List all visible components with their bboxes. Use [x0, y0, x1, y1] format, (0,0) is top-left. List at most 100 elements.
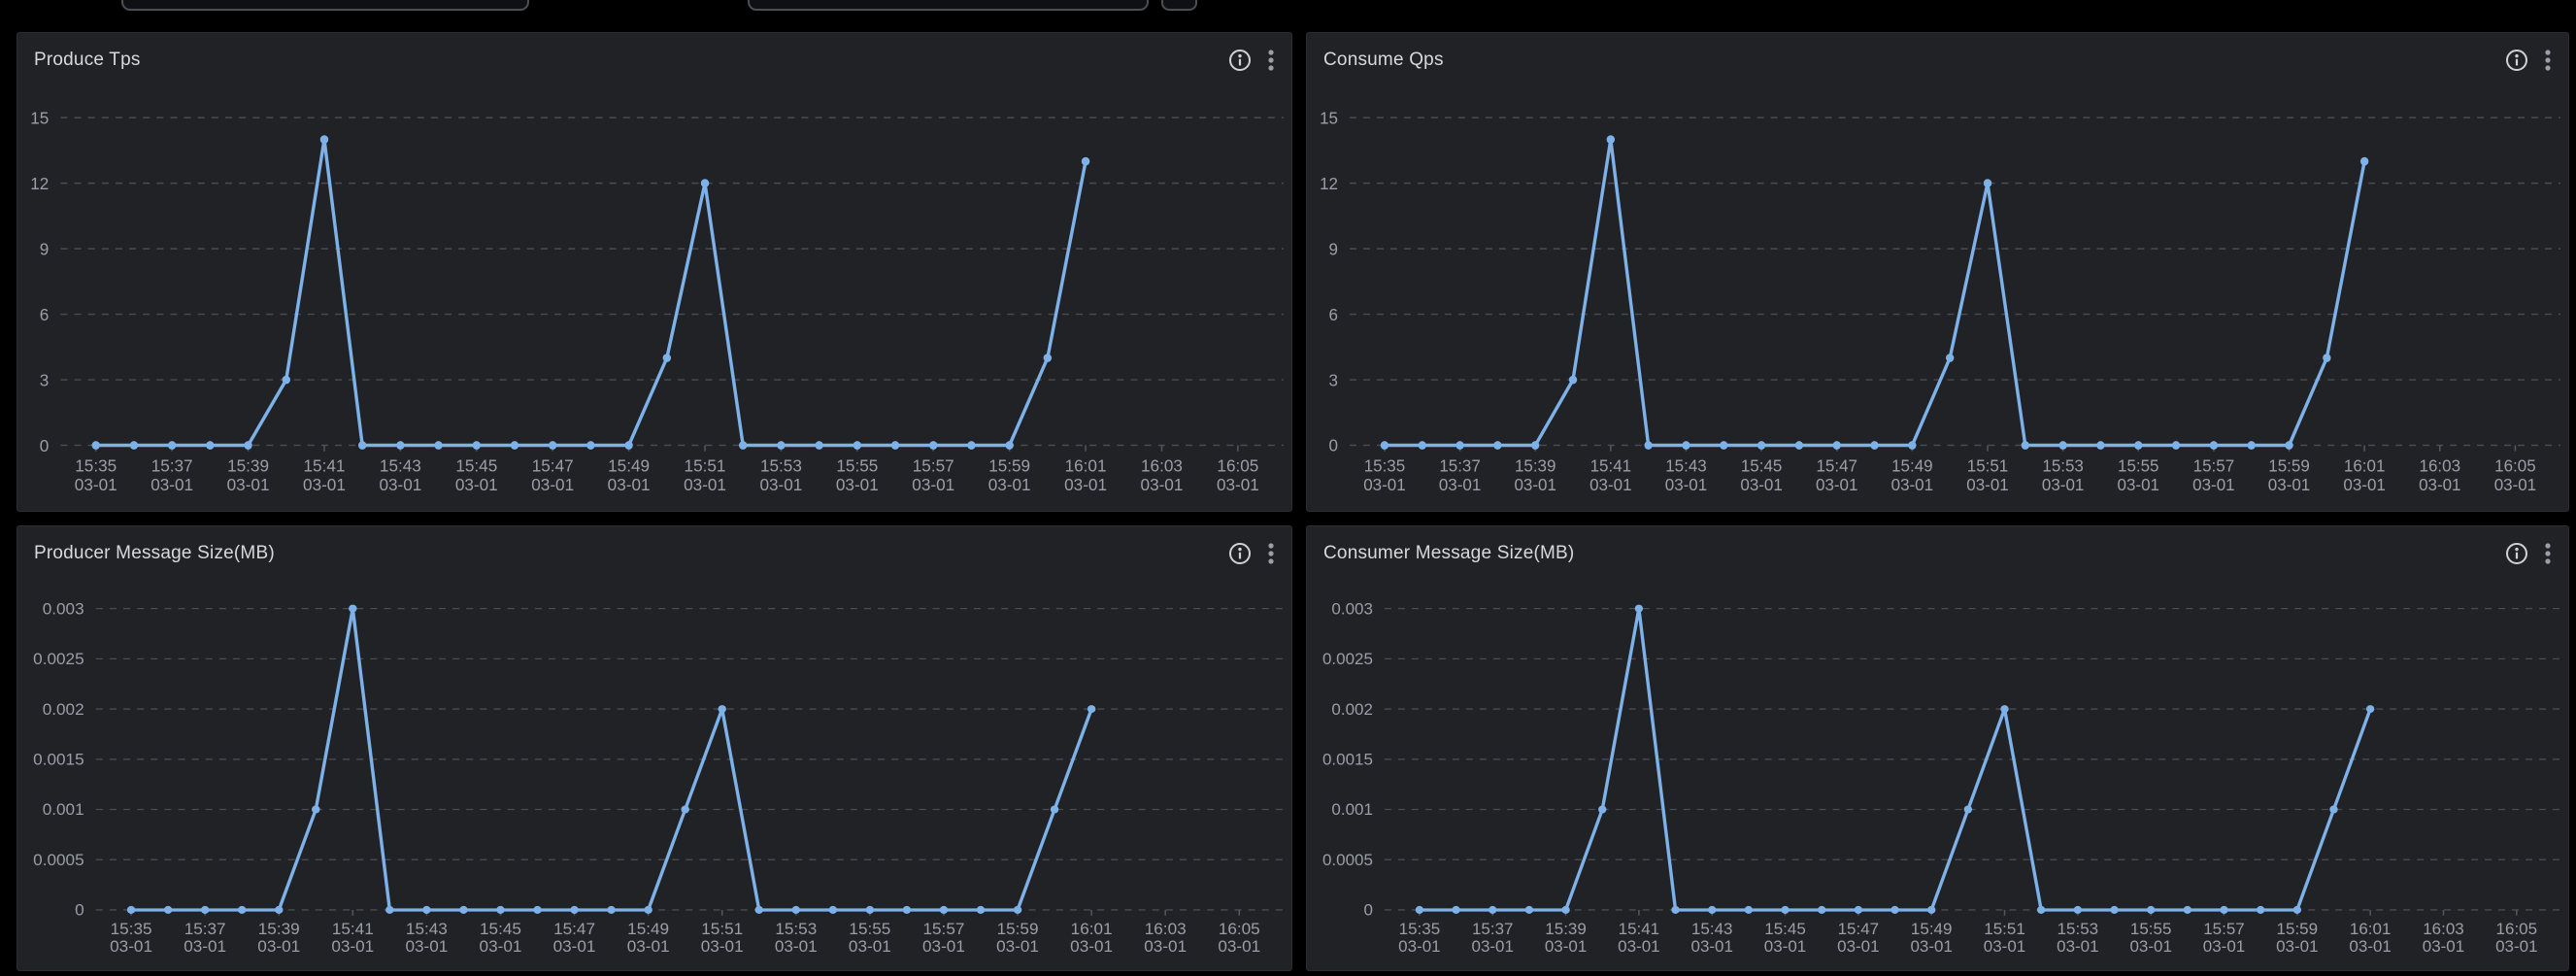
x-axis-date-label: 03-01 — [1690, 937, 1732, 956]
y-axis-label: 9 — [1329, 239, 1338, 258]
data-point — [1493, 441, 1502, 450]
x-axis-date-label: 03-01 — [1472, 937, 1514, 956]
data-point — [2247, 441, 2256, 450]
x-axis-date-label: 03-01 — [1064, 475, 1107, 494]
data-point — [607, 905, 616, 914]
info-icon[interactable] — [1227, 541, 1253, 566]
x-axis-time-label: 15:49 — [608, 455, 650, 475]
x-axis-date-label: 03-01 — [1764, 937, 1806, 956]
kebab-menu-icon[interactable] — [2543, 48, 2553, 73]
y-axis-label: 0 — [1329, 435, 1338, 454]
data-point — [434, 441, 443, 450]
data-point — [1781, 905, 1790, 914]
y-axis-label: 12 — [1320, 174, 1338, 193]
x-axis-time-label: 15:53 — [2042, 455, 2083, 475]
info-icon[interactable] — [1227, 48, 1253, 73]
x-axis-date-label: 03-01 — [480, 937, 522, 955]
y-axis-label: 6 — [1329, 304, 1338, 323]
data-point — [738, 441, 748, 450]
panel-header: Producer Message Size(MB) — [17, 526, 1291, 581]
x-axis-date-label: 03-01 — [455, 475, 498, 494]
x-axis-date-label: 03-01 — [2423, 937, 2464, 956]
data-point — [282, 375, 291, 385]
x-axis-date-label: 03-01 — [2268, 475, 2310, 494]
x-axis-time-label: 15:47 — [532, 455, 574, 475]
kebab-menu-icon[interactable] — [1266, 48, 1276, 73]
x-axis-time-label: 15:59 — [997, 920, 1039, 937]
toolbar-input-right[interactable] — [748, 0, 1149, 11]
data-point — [349, 604, 357, 613]
info-icon[interactable] — [2504, 48, 2529, 73]
x-axis-date-label: 03-01 — [227, 475, 270, 494]
x-axis-time-label: 16:01 — [1071, 920, 1113, 937]
x-axis-date-label: 03-01 — [701, 937, 744, 955]
data-point — [1720, 441, 1728, 450]
data-point — [2365, 705, 2375, 714]
kebab-menu-icon[interactable] — [2543, 541, 2553, 566]
x-axis-date-label: 03-01 — [775, 937, 818, 955]
data-point — [1606, 135, 1616, 144]
x-axis-time-label: 15:43 — [1665, 455, 1706, 475]
data-point — [681, 805, 689, 814]
toolbar-input-left[interactable] — [121, 0, 529, 11]
toolbar-small-button[interactable] — [1161, 0, 1197, 11]
data-point — [422, 905, 431, 914]
data-point — [939, 905, 949, 914]
x-axis-date-label: 03-01 — [303, 475, 346, 494]
data-point — [1671, 905, 1680, 914]
data-point — [1013, 905, 1022, 914]
data-point — [1854, 905, 1863, 914]
line-chart-consume-qps[interactable]: 0369121515:3503-0115:3703-0115:3903-0115… — [1307, 87, 2568, 511]
x-axis-date-label: 03-01 — [2494, 475, 2536, 494]
data-point — [548, 441, 557, 450]
y-axis-label: 0.0015 — [1322, 751, 1373, 769]
data-point — [2209, 441, 2219, 450]
panel-consumer-message-size: Consumer Message Size(MB) 0 0.0005 0.001 0.… — [1306, 525, 2569, 971]
data-point — [1489, 905, 1497, 914]
data-point — [828, 905, 838, 914]
x-axis-date-label: 03-01 — [110, 937, 152, 955]
x-axis-time-label: 15:53 — [760, 455, 802, 475]
x-axis-date-label: 03-01 — [1439, 475, 1481, 494]
data-point — [2285, 441, 2293, 450]
panel-title: Producer Message Size(MB) — [34, 543, 275, 563]
x-axis-time-label: 15:49 — [627, 920, 669, 937]
series-line — [94, 137, 1087, 448]
data-point — [1561, 905, 1570, 914]
x-axis-date-label: 03-01 — [1837, 937, 1879, 956]
data-point — [1908, 441, 1917, 450]
x-axis-date-label: 03-01 — [1398, 937, 1440, 956]
data-point — [2256, 905, 2265, 914]
top-toolbar — [0, 0, 2576, 32]
line-chart-consumer-message-size[interactable]: 00.00050.0010.00150.0020.00250.00315:350… — [1307, 581, 2568, 970]
x-axis-date-label: 03-01 — [2276, 937, 2318, 956]
info-icon[interactable] — [2504, 541, 2529, 566]
x-axis-date-label: 03-01 — [912, 475, 954, 494]
line-chart-produce-tps[interactable]: 0369121515:3503-0115:3703-0115:3903-0115… — [17, 87, 1291, 511]
x-axis-time-label: 15:35 — [75, 455, 117, 475]
kebab-menu-icon[interactable] — [1266, 541, 1276, 566]
x-axis-time-label: 15:43 — [1691, 920, 1733, 938]
y-axis-label: 0.0025 — [1322, 650, 1373, 668]
y-axis-label: 0.003 — [1331, 600, 1373, 619]
data-point — [1634, 604, 1644, 613]
data-point — [1644, 441, 1653, 450]
x-axis-date-label: 03-01 — [988, 475, 1031, 494]
x-axis-time-label: 15:51 — [701, 920, 743, 937]
x-axis-time-label: 15:39 — [1515, 455, 1556, 475]
panel-produce-tps: Produce Tps 0 3 6 9 12 15 15:35 03-01 15:37 03-01… — [17, 32, 1292, 512]
data-point — [1531, 441, 1540, 450]
x-axis-date-label: 03-01 — [1966, 475, 2008, 494]
x-axis-date-label: 03-01 — [1070, 937, 1113, 955]
x-axis-time-label: 15:41 — [304, 455, 346, 475]
line-chart-producer-message-size[interactable]: 00.00050.0010.00150.0020.00250.00315:350… — [17, 581, 1291, 970]
x-axis-time-label: 15:57 — [2203, 920, 2245, 938]
data-point — [1794, 441, 1804, 450]
x-axis-time-label: 16:03 — [2420, 455, 2460, 475]
x-axis-time-label: 16:01 — [2350, 920, 2392, 938]
data-point — [163, 905, 173, 914]
x-axis-time-label: 15:51 — [1984, 920, 2025, 938]
data-point — [967, 441, 976, 450]
data-point — [2146, 905, 2156, 914]
x-axis-time-label: 16:05 — [2494, 455, 2535, 475]
